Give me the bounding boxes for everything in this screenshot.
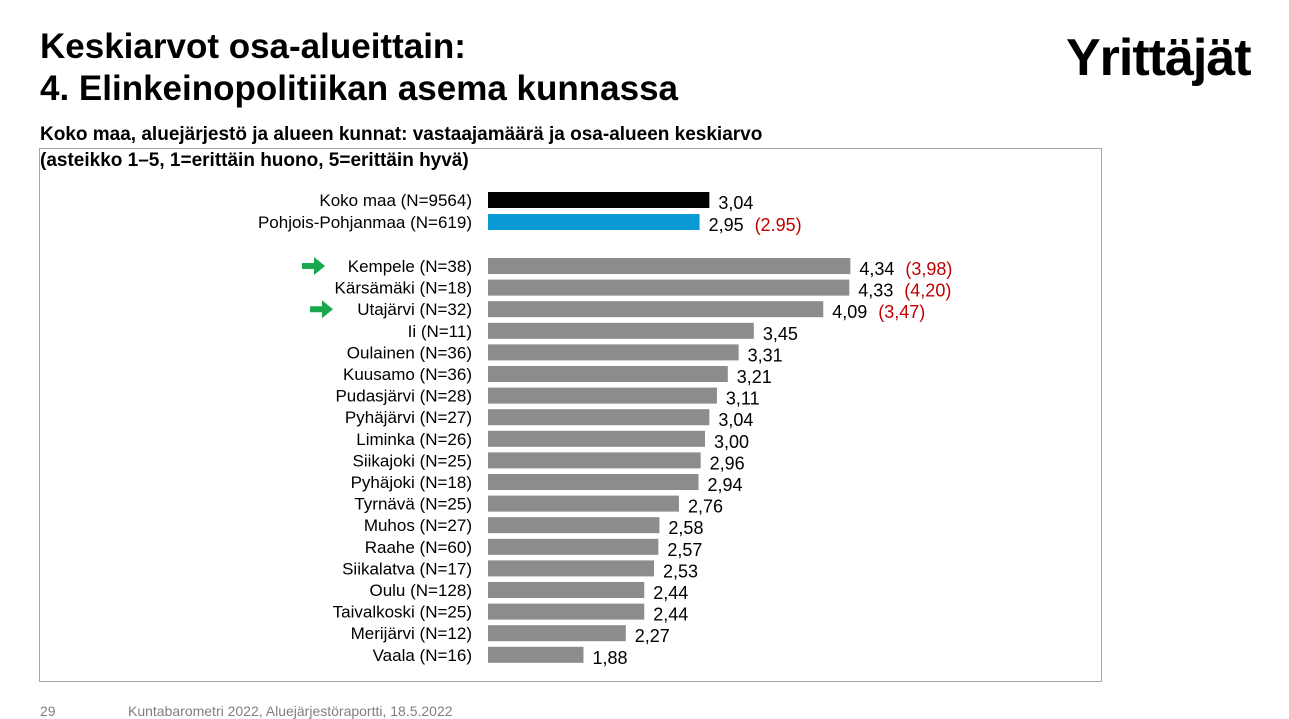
page-title: Keskiarvot osa-alueittain: 4. Elinkeinop…: [40, 26, 678, 110]
category-label: Siikajoki (N=25): [352, 451, 472, 470]
value-label: 2,44: [653, 605, 688, 625]
category-label: Kempele (N=38): [348, 257, 472, 276]
bar: [488, 214, 700, 230]
category-label: Kärsämäki (N=18): [335, 279, 472, 298]
bar: [488, 301, 824, 318]
category-label: Oulainen (N=36): [347, 343, 472, 362]
bar: [488, 430, 705, 447]
bar: [488, 452, 701, 469]
category-label: Pohjois-Pohjanmaa (N=619): [258, 213, 472, 232]
bar: [488, 258, 851, 274]
value-label: 2,96: [710, 453, 745, 473]
value-label: 3,31: [748, 345, 783, 365]
bar: [488, 646, 584, 663]
yrittajat-logo: Yrittäjät: [1066, 29, 1252, 87]
value-label: 2,27: [635, 626, 670, 646]
previous-value-label: (3,98): [905, 259, 952, 279]
value-label: 3,11: [726, 389, 760, 409]
value-label: 2,76: [688, 497, 723, 517]
category-label: Merijärvi (N=12): [351, 624, 472, 643]
bar: [488, 409, 710, 426]
category-label: Pudasjärvi (N=28): [335, 387, 472, 406]
bar: [488, 495, 679, 512]
value-label: 2,53: [663, 561, 698, 581]
page-number: 29: [40, 703, 56, 719]
footer-text: Kuntabarometri 2022, Aluejärjestöraportt…: [128, 703, 453, 719]
value-label: 4,09: [832, 302, 867, 322]
value-label: 2,95: [709, 215, 744, 235]
category-label: Pyhäjoki (N=18): [351, 473, 472, 492]
bar: [488, 474, 699, 490]
footer: 29 Kuntabarometri 2022, Aluejärjestörapor…: [40, 703, 453, 719]
category-label: Taivalkoski (N=25): [333, 603, 472, 622]
bar: [488, 625, 626, 642]
category-label: Liminka (N=26): [356, 430, 472, 449]
value-label: 4,33: [858, 281, 893, 301]
category-label: Muhos (N=27): [364, 516, 472, 535]
chart-frame: [39, 148, 1102, 682]
page-title-line2: 4. Elinkeinopolitiikan asema kunnassa: [40, 69, 679, 108]
bar: [488, 582, 645, 598]
previous-value-label: (2.95): [755, 215, 802, 235]
bar: [488, 603, 645, 620]
bar: [488, 344, 739, 361]
bar: [488, 279, 850, 296]
bar: [488, 366, 728, 382]
chart-subtitle-line2: (asteikko 1–5, 1=erittäin huono, 5=eritt…: [40, 150, 469, 171]
value-label: 3,00: [714, 432, 749, 452]
bar: [488, 560, 655, 577]
value-label: 2,57: [667, 540, 702, 560]
value-label: 2,44: [653, 583, 688, 603]
bar: [488, 322, 754, 339]
previous-value-label: (4,20): [904, 281, 951, 301]
value-label: 3,45: [763, 324, 798, 344]
category-label: Tyrnävä (N=25): [354, 495, 472, 514]
category-label: Ii (N=11): [408, 322, 472, 341]
value-label: 3,21: [737, 367, 772, 387]
highlight-arrow-icon: [302, 257, 325, 275]
bar: [488, 517, 660, 534]
category-label: Pyhäjärvi (N=27): [345, 408, 472, 427]
category-label: Utajärvi (N=32): [357, 300, 472, 319]
value-label: 3,04: [718, 410, 753, 430]
category-label: Oulu (N=128): [369, 581, 472, 600]
bar: [488, 192, 710, 208]
chart-subtitle: Koko maa, aluejärjestö ja alueen kunnat:…: [40, 122, 762, 174]
category-label: Kuusamo (N=36): [343, 365, 472, 384]
value-label: 2,94: [707, 475, 742, 495]
chart-subtitle-line1: Koko maa, aluejärjestö ja alueen kunnat:…: [40, 124, 763, 145]
value-label: 2,58: [668, 518, 703, 538]
category-label: Vaala (N=16): [373, 646, 472, 665]
value-label: 1,88: [592, 648, 627, 668]
highlight-arrow-icon: [310, 300, 333, 319]
value-label: 3,04: [718, 193, 753, 213]
value-label: 4,34: [859, 259, 894, 279]
page-title-line1: Keskiarvot osa-alueittain:: [40, 27, 466, 66]
category-label: Siikalatva (N=17): [342, 559, 472, 578]
previous-value-label: (3,47): [878, 302, 925, 322]
bar: [488, 538, 659, 555]
bar: [488, 387, 717, 404]
category-label: Koko maa (N=9564): [319, 191, 472, 210]
category-label: Raahe (N=60): [365, 538, 472, 557]
